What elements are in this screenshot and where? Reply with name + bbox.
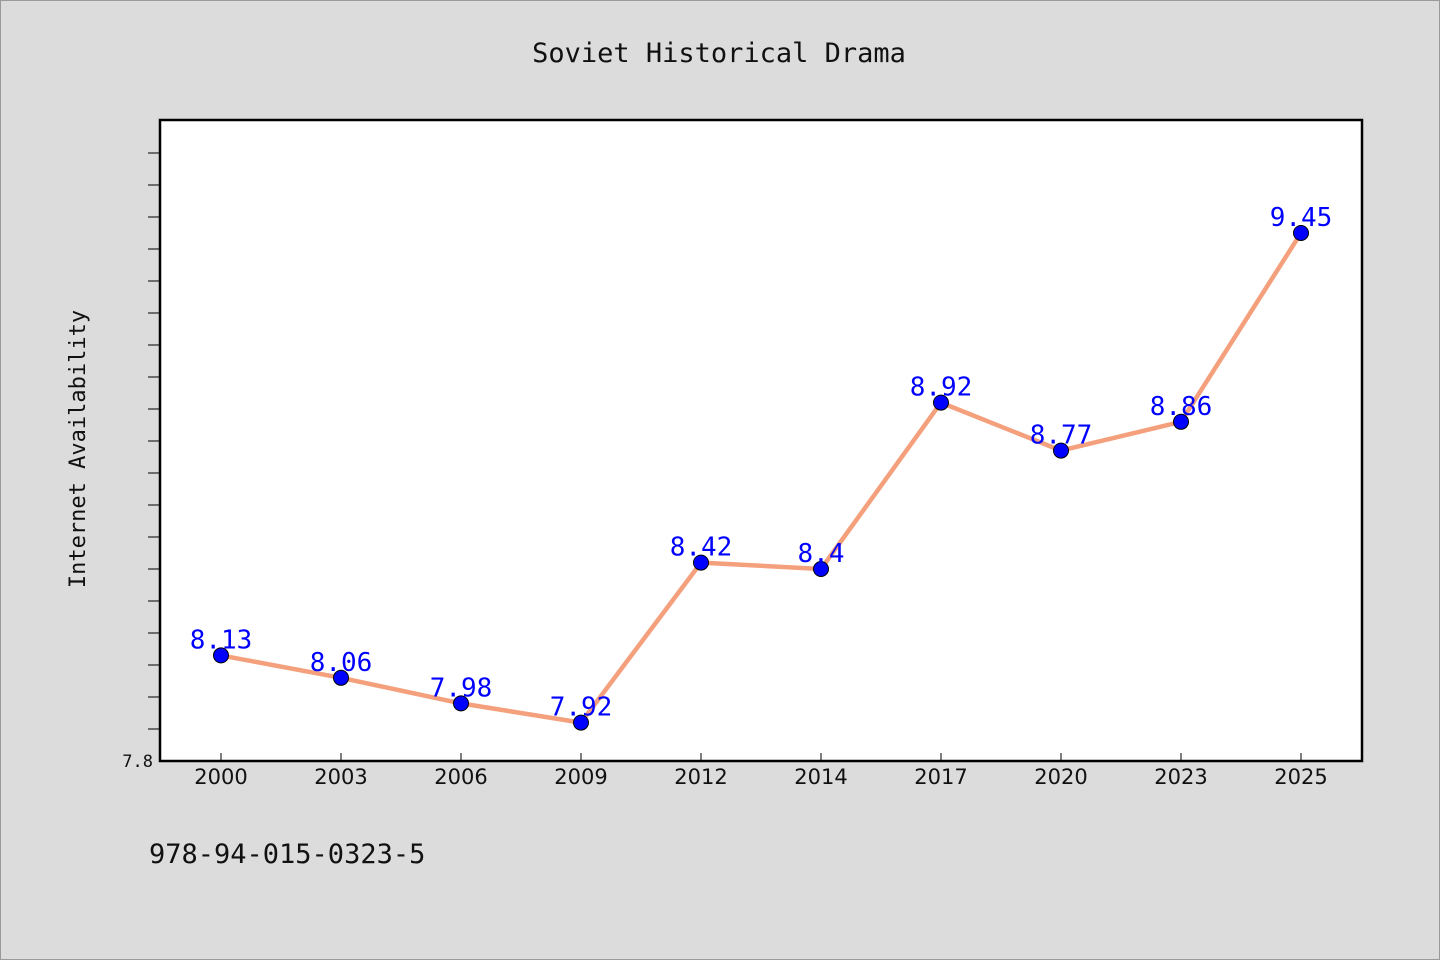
x-tick-label: 2025 — [1274, 765, 1327, 789]
y-axis-ticks — [148, 152, 160, 730]
chart-title: Soviet Historical Drama — [532, 38, 906, 69]
y-axis-label: Internet Availability — [66, 310, 91, 588]
data-point — [1053, 442, 1069, 459]
x-tick-label: 2009 — [554, 765, 607, 789]
data-label: 8.92 — [910, 373, 973, 403]
x-tick-label: 2006 — [434, 765, 487, 789]
x-tick-label: 2020 — [1034, 765, 1087, 789]
y-tick-label: 7.8 — [122, 752, 153, 772]
plot-area — [158, 118, 1364, 763]
data-label: 8.4 — [798, 539, 845, 569]
data-label: 8.13 — [190, 625, 253, 655]
series-line-group — [218, 230, 1304, 725]
series-line — [218, 230, 1304, 725]
data-point — [813, 561, 829, 577]
footer-isbn-text: 978-94-015-0323-5 — [149, 839, 425, 870]
data-label: 7.92 — [550, 693, 613, 723]
data-point — [573, 714, 589, 731]
x-tick-label: 2014 — [794, 765, 847, 789]
x-tick-label: 2023 — [1154, 765, 1207, 789]
data-point — [1173, 413, 1189, 430]
data-point — [693, 554, 709, 571]
data-label: 8.06 — [310, 648, 373, 678]
x-axis-ticks: 2000 2003 2006 2009 2012 2014 2017 2020 2023 2025 — [194, 753, 1328, 789]
data-markers — [213, 225, 1309, 731]
data-label: 7.98 — [430, 673, 493, 703]
data-label: 9.45 — [1270, 203, 1333, 233]
x-tick-label: 2003 — [314, 765, 367, 789]
data-point — [453, 695, 469, 712]
data-point — [1293, 225, 1309, 241]
x-tick-label: 2017 — [914, 765, 967, 789]
x-tick-label: 2012 — [674, 765, 727, 789]
data-labels: 8.13 8.06 7.98 7.92 8.42 8.4 8.92 8.77 8.86 9.45 — [190, 203, 1333, 723]
data-label: 8.42 — [670, 533, 733, 563]
data-point — [213, 647, 229, 664]
data-point — [333, 669, 349, 686]
data-label: 8.77 — [1030, 421, 1093, 451]
data-point — [933, 394, 949, 411]
x-tick-label: 2000 — [194, 765, 247, 789]
data-label: 8.86 — [1150, 392, 1213, 422]
